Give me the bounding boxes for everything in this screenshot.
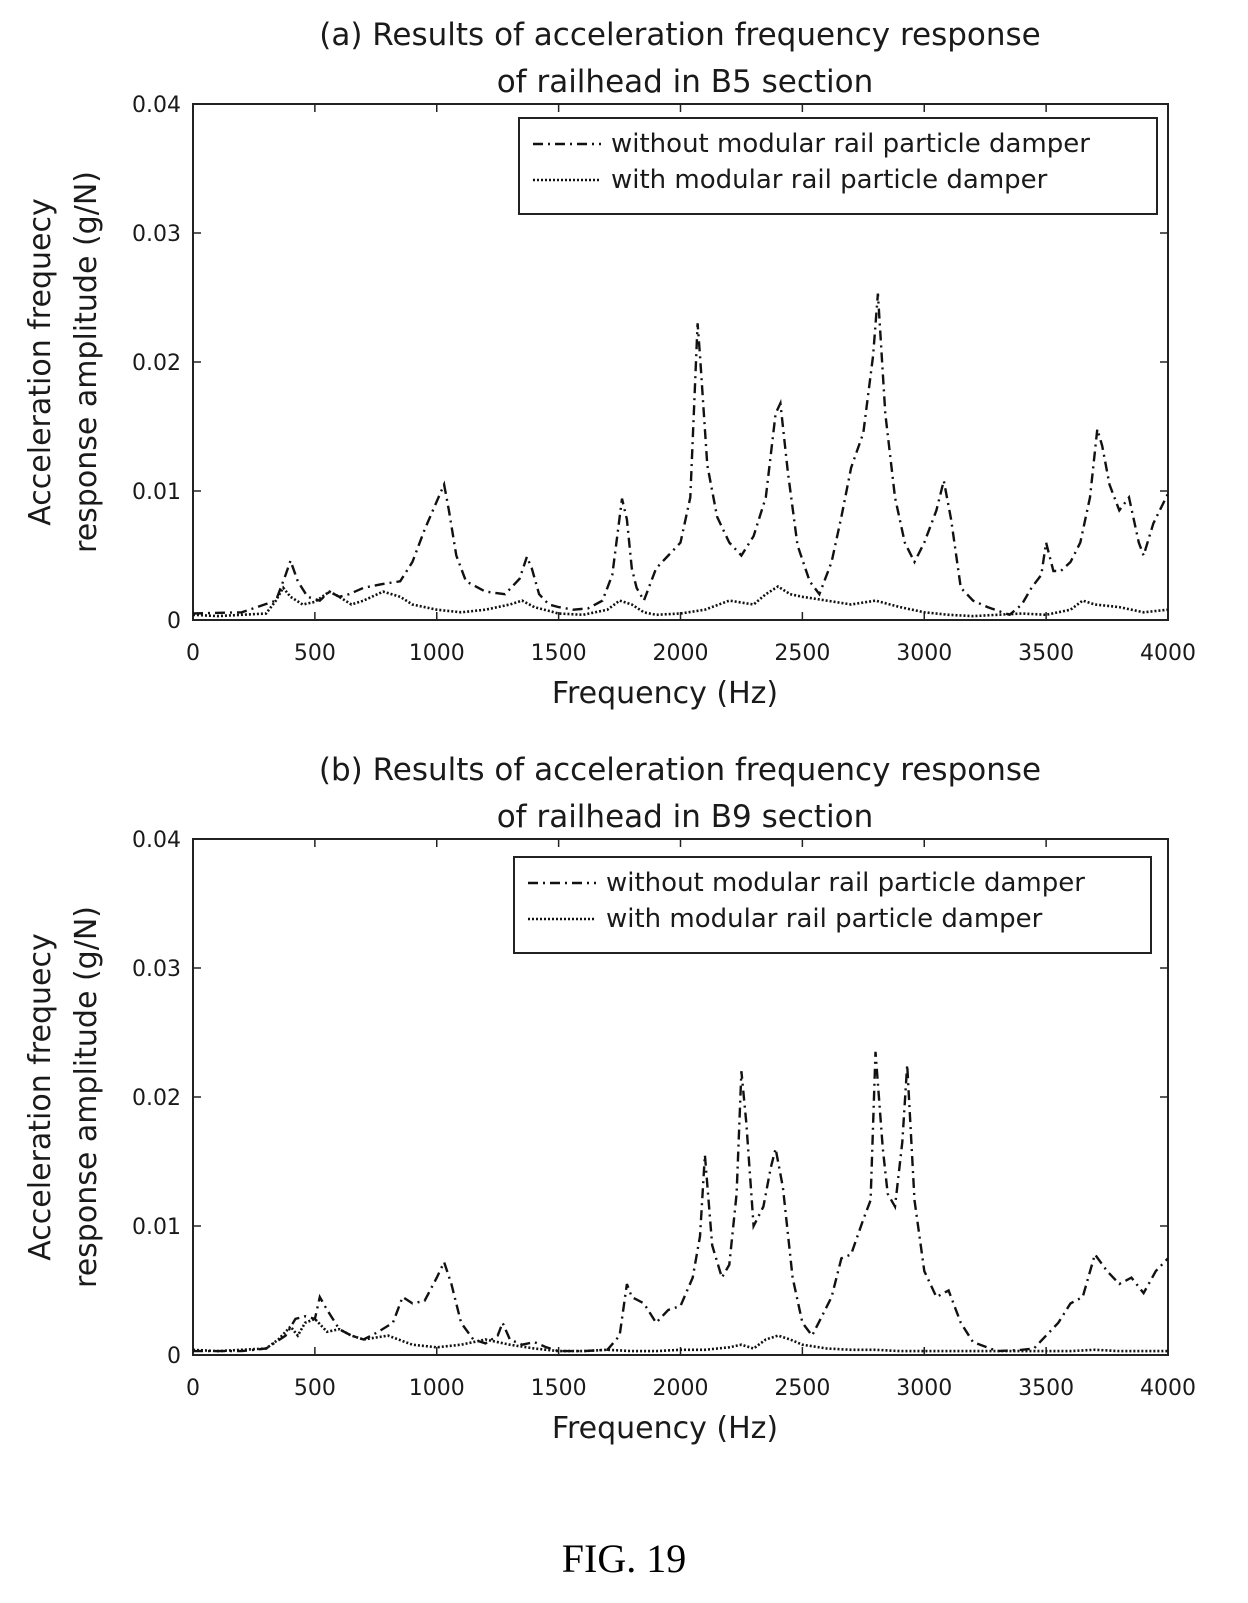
y-tick-label-b: 0.02 [132,1086,181,1111]
y-tick-label-b: 0.04 [132,828,181,853]
legend-label-b: without modular rail particle damper [606,868,1085,898]
legend-b: without modular rail particle damper with… [513,856,1152,954]
legend-label-a: without modular rail particle damper [611,129,1090,159]
x-tick-label-b: 2500 [774,1376,830,1401]
x-axis-label-b: Frequency (Hz) [552,1411,778,1446]
figure-caption: FIG. 19 [561,1536,687,1581]
chart-svg-b: (b) Results of acceleration frequency re… [23,752,1196,1446]
y-tick-label-a: 0.04 [132,93,181,118]
x-tick-label-b: 2000 [653,1376,709,1401]
legend-a: without modular rail particle damper with… [518,117,1158,215]
y-tick-label-b: 0.01 [132,1215,181,1240]
x-tick-label-a: 0 [186,641,200,666]
x-axis-label-a: Frequency (Hz) [552,676,778,711]
x-tick-label-a: 1500 [531,641,587,666]
y-tick-label-a: 0.02 [132,351,181,376]
chart-panel-a: (a) Results of acceleration frequency re… [0,0,1248,730]
x-tick-label-b: 0 [186,1376,200,1401]
y-axis-label-line2-a: response amplitude (g/N) [69,171,104,553]
y-axis-label-line1-a: Acceleration frequecy [23,198,58,525]
chart-svg-a: (a) Results of acceleration frequency re… [23,17,1196,711]
y-tick-label-b: 0 [167,1344,181,1369]
series-line-with-damper-b [193,1317,1168,1353]
chart-subtitle-a: of railhead in B5 section [497,64,874,100]
y-axis-label-line1-b: Acceleration frequecy [23,933,58,1260]
legend-box-a [518,117,1158,215]
x-tick-label-a: 2500 [774,641,830,666]
series-line-with-damper-a [193,584,1168,618]
x-tick-label-a: 4000 [1140,641,1196,666]
y-tick-label-a: 0.03 [132,222,181,247]
x-tick-label-b: 4000 [1140,1376,1196,1401]
x-tick-label-b: 500 [294,1376,336,1401]
chart-subtitle-b: of railhead in B9 section [497,799,874,835]
x-tick-label-a: 2000 [653,641,709,666]
legend-label-b: with modular rail particle damper [606,904,1043,934]
chart-title-a: (a) Results of acceleration frequency re… [319,17,1041,53]
chart-title-b: (b) Results of acceleration frequency re… [319,752,1041,788]
x-tick-label-b: 3500 [1018,1376,1074,1401]
chart-panel-b: (b) Results of acceleration frequency re… [0,735,1248,1465]
x-tick-label-a: 3000 [896,641,952,666]
y-axis-label-line2-b: response amplitude (g/N) [69,906,104,1288]
x-tick-label-b: 3000 [896,1376,952,1401]
x-tick-label-a: 3500 [1018,641,1074,666]
y-tick-label-a: 0.01 [132,480,181,505]
y-tick-label-b: 0.03 [132,957,181,982]
legend-box-b [513,856,1152,954]
y-tick-label-a: 0 [167,609,181,634]
series-line-without-damper-b [193,1051,1168,1353]
x-tick-label-b: 1000 [409,1376,465,1401]
x-tick-label-b: 1500 [531,1376,587,1401]
series-line-without-damper-a [193,293,1168,617]
legend-label-a: with modular rail particle damper [611,165,1048,195]
x-tick-label-a: 500 [294,641,336,666]
x-tick-label-a: 1000 [409,641,465,666]
